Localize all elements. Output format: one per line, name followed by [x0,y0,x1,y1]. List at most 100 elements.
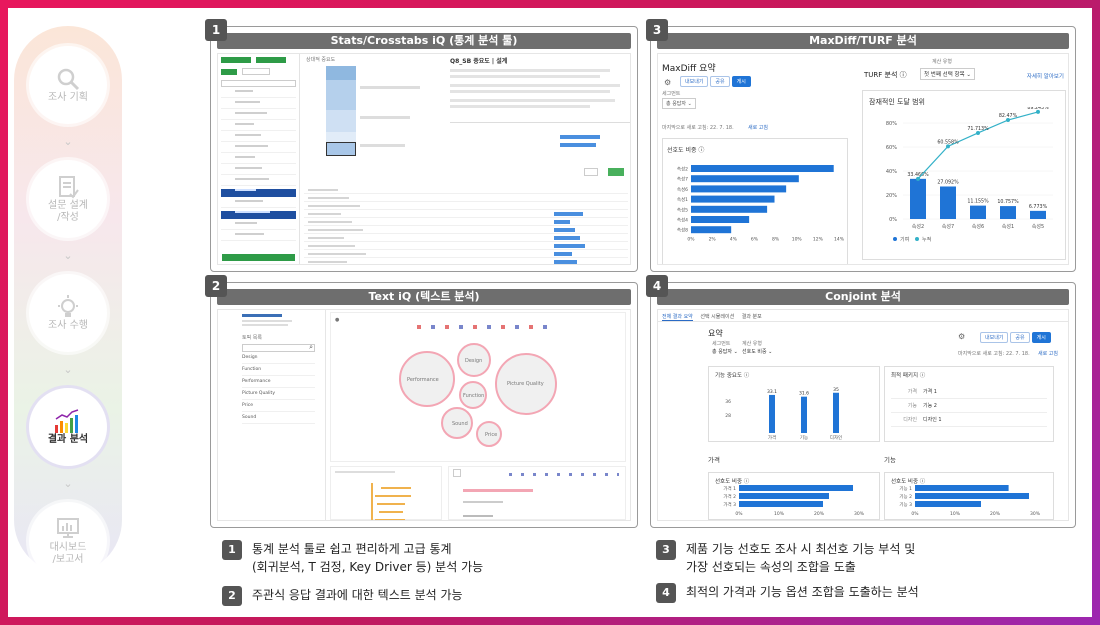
sidebar-row[interactable] [221,134,296,142]
segment-dropdown[interactable]: 총 응답자 ⌄ [712,349,738,355]
topic-list-item[interactable]: Design [242,352,315,364]
refresh-link[interactable]: 새로 고침 [748,125,768,131]
publish-button[interactable]: 게시 [731,76,751,87]
add-button[interactable] [221,57,251,63]
gear-icon[interactable]: ⚙ [664,78,672,87]
bubble-picture-quality[interactable]: Picture Quality [495,353,557,415]
pref-x-tick: 4% [730,236,738,242]
create-variable-button[interactable] [222,254,295,261]
cancel-button[interactable] [584,168,598,176]
topic-list-item[interactable]: Price [242,400,315,412]
topic-list-item[interactable]: Picture Quality [242,388,315,400]
sidebar-row[interactable] [221,222,296,230]
calc-dropdown[interactable]: 첫 번째 선택 항목 ⌄ [920,68,976,80]
share-button[interactable]: 공유 [1010,332,1030,343]
turf-contribution-bar [940,186,956,219]
calc-dropdown[interactable]: 선호도 비중 ⌄ [742,349,773,355]
export-button[interactable]: 내보내기 [980,332,1009,343]
bubble-price[interactable]: Price [476,421,502,447]
sidebar-row[interactable] [221,90,296,98]
bubble-sound[interactable]: Sound [441,407,473,439]
related-button[interactable] [255,57,286,63]
sidebar-row[interactable] [221,167,296,175]
tab-simulation[interactable]: 선택 시뮬레이션 [700,314,735,320]
pref-bar [691,165,834,172]
topic-list-item[interactable]: Function [242,364,315,376]
sidebar-row[interactable] [221,200,296,208]
turf-bar-label: 33.466% [907,172,929,178]
bubble-design[interactable]: Design [457,343,491,377]
importance-bar [833,392,839,433]
gear-icon[interactable]: ⚙ [958,332,966,341]
learn-more-link[interactable]: 자세히 알아보기 [1026,74,1064,80]
preference-chart: 선호도 비중 ⓘ 속성2 속성7 속성6 속성1 속성5 속성4 속성8 0% 2% 4% 6% 8%… [662,138,848,264]
level-bar [739,485,853,491]
description-3: 3 제품 기능 선호도 조사 시 최선호 기능 부석 및 가장 선호되는 속성의 … [656,540,915,576]
best-package: 최적 패키지 ⓘ 가격 가격 1 기능 기능 2 디자인 디자인 1 [884,366,1054,442]
segment-dropdown[interactable]: 총 응답자 ⌄ [662,98,696,109]
step-analysis: 결과 분석 [29,388,107,466]
turf-line-label: 71.713% [967,126,989,132]
sidebar-row[interactable] [221,189,296,197]
select-dropdown[interactable] [241,68,270,75]
sidebar-row[interactable] [221,112,296,120]
tab-distribution[interactable]: 결과 분포 [741,314,762,320]
table-row [304,234,628,242]
bubble-function[interactable]: Function [459,381,487,409]
level-x-tick: 10% [774,511,785,517]
filter-button[interactable] [221,69,237,75]
topics-label: 토픽 목록 [242,335,262,341]
pref-bar [691,226,732,234]
turf-y-tick: 40% [886,169,897,175]
level-bar [915,485,1009,491]
pref-x-tick: 14% [834,236,845,242]
sidebar-row[interactable] [221,211,296,219]
bubble-performance[interactable]: Performance [399,351,455,407]
level-label: 가격 1 [723,485,736,492]
tab-summary[interactable]: 전체 결과 요약 [662,314,693,321]
gear-icon[interactable] [453,469,461,477]
sidebar-row[interactable] [221,233,296,241]
level-bar [739,493,829,499]
segment-block [326,110,356,132]
step-dashboard: 대시보드 /보고서 [29,502,107,580]
importance-value-label: 31.6 [799,391,809,397]
step-execution: 조사 수행 [29,274,107,352]
legend-contribution-marker [893,237,897,241]
pref-title: 선호도 비중 ⓘ [667,147,705,154]
feature-title: 기능 [884,456,896,464]
description-number: 2 [222,586,242,606]
sidebar-row[interactable] [221,178,296,186]
description-line: 제품 기능 선호도 조사 시 최선호 기능 부석 및 [686,542,916,556]
topic-list-item[interactable]: Sound [242,412,315,424]
description-line: (회귀분석, T 검정, Key Driver 등) 분석 가능 [252,560,484,574]
chevron-down-icon: ⌄ [63,135,73,148]
best-package-row: 디자인 디자인 1 [891,413,1047,427]
table-row [304,194,628,202]
best-package-attribute: 기능 [907,403,917,409]
export-button[interactable]: 내보내기 [680,76,709,87]
share-button[interactable]: 공유 [710,76,730,87]
chevron-down-icon: ⌄ [63,363,73,376]
sidebar-row[interactable] [221,123,296,131]
search-input[interactable] [221,80,296,87]
turf-label: TURF 분석 ⓘ [864,71,907,79]
bubble-chart: ● Performance Design Function Picture Qu… [330,312,626,462]
price-pref-chart: 선호도 비중 ⓘ 가격 1 가격 2 가격 3 0% 10% 20% 30% [708,472,880,520]
sidebar-row[interactable] [221,101,296,109]
importance-x-label: 가격 [768,434,776,441]
apply-button[interactable] [608,168,624,176]
publish-button[interactable]: 게시 [1031,332,1051,343]
sidebar-row[interactable] [221,145,296,153]
turf-bar-label: 27.092% [937,179,959,185]
step-planning: 조사 기획 [29,46,107,124]
refresh-link[interactable]: 새로 고침 [1038,351,1058,357]
turf-right: 계산 유형 TURF 분석 ⓘ 첫 번째 선택 항목 ⌄ 자세히 알아보기 잠재… [860,54,1068,264]
table-row [304,258,628,264]
topic-list-item[interactable]: Performance [242,376,315,388]
topic-search-input[interactable]: ⌕ [242,343,315,352]
best-package-level: 디자인 1 [923,417,942,423]
textiq-sidebar: 토픽 목록 ⌕ Design Function Performance Picture… [218,310,326,520]
pref-x-tick: 0% [687,236,695,242]
sidebar-row[interactable] [221,156,296,164]
